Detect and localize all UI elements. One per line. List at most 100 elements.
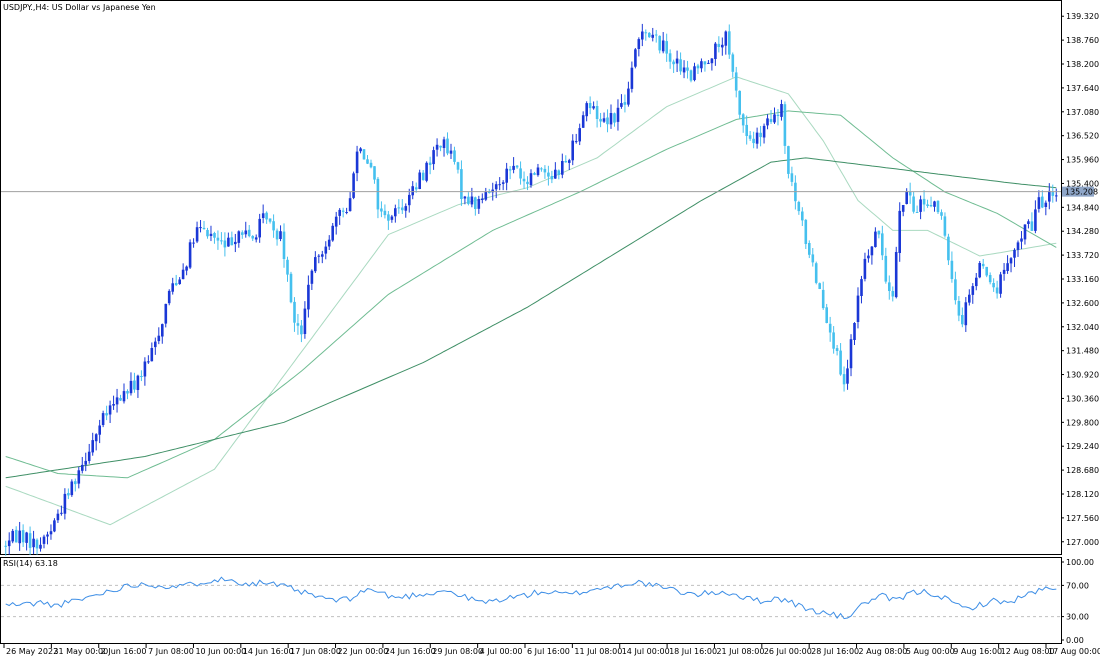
candle-body[interactable] (11, 530, 14, 542)
candle-body[interactable] (115, 397, 119, 405)
candle-body[interactable] (922, 198, 926, 205)
candle-body[interactable] (161, 324, 164, 337)
candle-body[interactable] (696, 65, 700, 69)
candle-body[interactable] (376, 178, 380, 210)
candle-body[interactable] (905, 191, 908, 204)
candle-body[interactable] (877, 230, 881, 235)
candle-body[interactable] (112, 404, 115, 406)
candle-body[interactable] (209, 233, 213, 236)
candle-body[interactable] (592, 106, 595, 109)
candle-body[interactable] (828, 323, 832, 333)
candle-body[interactable] (373, 166, 376, 180)
candle-body[interactable] (1048, 190, 1051, 202)
candle-body[interactable] (915, 212, 919, 213)
candle-body[interactable] (714, 43, 717, 59)
candle-body[interactable] (999, 274, 1002, 294)
candle-body[interactable] (136, 375, 140, 390)
candle-body[interactable] (522, 178, 526, 182)
candle-body[interactable] (637, 39, 641, 49)
candle-body[interactable] (380, 208, 383, 212)
candle-body[interactable] (825, 307, 828, 323)
candle-body[interactable] (818, 283, 821, 289)
candle-body[interactable] (936, 200, 940, 213)
candle-body[interactable] (268, 218, 272, 222)
candle-body[interactable] (888, 282, 891, 291)
candle-body[interactable] (251, 236, 254, 239)
candle-body[interactable] (167, 290, 171, 304)
candle-body[interactable] (992, 283, 995, 288)
candle-body[interactable] (390, 216, 394, 220)
candle-body[interactable] (985, 266, 988, 276)
candle-body[interactable] (561, 161, 564, 175)
candle-body[interactable] (519, 168, 522, 179)
candle-body[interactable] (206, 230, 209, 237)
candle-body[interactable] (223, 240, 227, 248)
candle-body[interactable] (908, 191, 912, 196)
candle-body[interactable] (602, 118, 606, 122)
candle-body[interactable] (964, 302, 968, 326)
candle-body[interactable] (401, 207, 404, 211)
candle-body[interactable] (578, 128, 581, 142)
candle-body[interactable] (463, 196, 467, 199)
candle-body[interactable] (804, 219, 808, 244)
candle-body[interactable] (442, 139, 446, 148)
candle-body[interactable] (293, 301, 296, 323)
candle-body[interactable] (147, 361, 150, 363)
candle-body[interactable] (129, 380, 133, 394)
candle-body[interactable] (943, 216, 947, 236)
candle-body[interactable] (35, 539, 39, 549)
candle-body[interactable] (303, 308, 307, 334)
candle-body[interactable] (773, 114, 776, 123)
candle-body[interactable] (874, 231, 877, 247)
candle-body[interactable] (926, 204, 929, 206)
candle-body[interactable] (484, 191, 488, 200)
candle-body[interactable] (331, 225, 334, 241)
candle-body[interactable] (707, 62, 710, 64)
candle-body[interactable] (933, 201, 936, 207)
candle-body[interactable] (557, 170, 561, 175)
candle-body[interactable] (154, 341, 157, 348)
candle-body[interactable] (18, 530, 21, 544)
candle-body[interactable] (627, 88, 630, 105)
candle-body[interactable] (790, 173, 794, 182)
candle-body[interactable] (1006, 263, 1009, 271)
candle-body[interactable] (397, 207, 401, 209)
candle-body[interactable] (641, 31, 644, 40)
candle-body[interactable] (341, 210, 345, 212)
candle-body[interactable] (571, 140, 574, 161)
candle-body[interactable] (321, 254, 324, 257)
candle-body[interactable] (383, 210, 387, 216)
candle-body[interactable] (1016, 242, 1020, 250)
candle-body[interactable] (28, 533, 32, 548)
candle-body[interactable] (435, 144, 439, 150)
candle-body[interactable] (432, 150, 435, 165)
candle-body[interactable] (675, 58, 679, 64)
candle-body[interactable] (94, 434, 98, 442)
candle-body[interactable] (327, 239, 331, 247)
candle-body[interactable] (345, 212, 348, 213)
candle-body[interactable] (630, 67, 634, 89)
candle-body[interactable] (950, 260, 954, 279)
candle-body[interactable] (174, 283, 178, 286)
candle-body[interactable] (512, 165, 515, 170)
candle-body[interactable] (975, 277, 978, 287)
candle-body[interactable] (394, 208, 397, 217)
candle-body[interactable] (783, 104, 787, 146)
candle-body[interactable] (672, 61, 675, 65)
candle-body[interactable] (185, 266, 188, 271)
candle-body[interactable] (644, 32, 648, 34)
candle-body[interactable] (279, 231, 282, 239)
candle-body[interactable] (178, 279, 181, 285)
candle-body[interactable] (418, 172, 421, 190)
candle-body[interactable] (898, 210, 901, 253)
candle-body[interactable] (192, 242, 195, 244)
candle-body[interactable] (1013, 249, 1016, 258)
candle-body[interactable] (195, 227, 199, 242)
candle-body[interactable] (119, 398, 122, 401)
candle-body[interactable] (686, 67, 689, 71)
candle-body[interactable] (853, 323, 856, 340)
candle-body[interactable] (961, 315, 964, 325)
candle-body[interactable] (797, 202, 801, 212)
candle-body[interactable] (710, 58, 714, 64)
candle-body[interactable] (411, 186, 414, 196)
